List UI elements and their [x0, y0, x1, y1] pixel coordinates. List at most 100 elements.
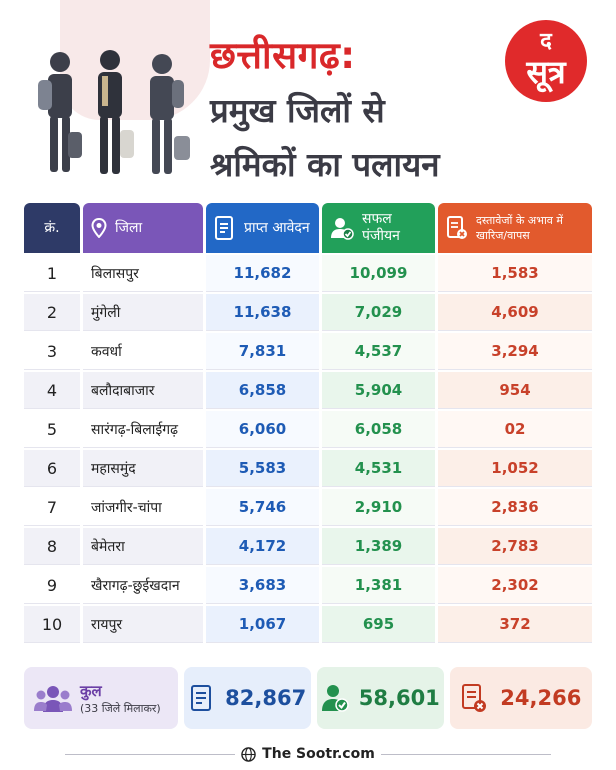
cell-serial: 4: [24, 372, 80, 409]
cell-serial: 2: [24, 294, 80, 331]
document-icon: [191, 685, 212, 711]
header-applications-label: प्राप्त आवेदन: [244, 219, 310, 236]
cell-registered: 4,537: [322, 333, 435, 370]
header-serial-label: क्रं.: [44, 219, 60, 236]
cell-applications: 11,682: [206, 255, 319, 292]
table-row: 5 सारंगढ़-बिलाईगढ़ 6,060 6,058 02: [24, 409, 592, 448]
migrant-workers-illustration: [38, 50, 190, 174]
title-line-2: प्रमुख जिलों से: [210, 91, 385, 130]
cell-district: बिलासपुर: [83, 255, 203, 292]
table-row: 6 महासमुंद 5,583 4,531 1,052: [24, 448, 592, 487]
cell-registered: 1,389: [322, 528, 435, 565]
cell-rejected: 3,294: [438, 333, 592, 370]
cell-applications: 4,172: [206, 528, 319, 565]
title-subtitle: प्रमुख जिलों से श्रमिकों का पलायन: [210, 84, 440, 192]
cell-applications: 6,060: [206, 411, 319, 448]
cell-registered: 4,531: [322, 450, 435, 487]
cell-applications: 6,858: [206, 372, 319, 409]
cell-rejected: 1,583: [438, 255, 592, 292]
location-pin-icon: [91, 218, 107, 238]
cell-applications: 11,638: [206, 294, 319, 331]
cell-rejected: 02: [438, 411, 592, 448]
cell-district: सारंगढ़-बिलाईगढ़: [83, 411, 203, 448]
cell-registered: 6,058: [322, 411, 435, 448]
cell-rejected: 372: [438, 606, 592, 643]
header-applications: प्राप्त आवेदन: [206, 203, 319, 253]
cell-registered: 10,099: [322, 255, 435, 292]
total-applications-box: 82,867: [184, 667, 311, 729]
cell-rejected: 2,836: [438, 489, 592, 526]
cell-applications: 5,746: [206, 489, 319, 526]
cell-district: बेमेतरा: [83, 528, 203, 565]
cell-district: रायपुर: [83, 606, 203, 643]
header-district: जिला: [83, 203, 203, 253]
cell-registered: 7,029: [322, 294, 435, 331]
cell-rejected: 2,302: [438, 567, 592, 604]
table-row: 8 बेमेतरा 4,172 1,389 2,783: [24, 526, 592, 565]
table-header: क्रं. जिला प्राप्त आवेदन: [24, 203, 592, 253]
header-district-label: जिला: [115, 219, 143, 236]
cell-district: बलौदाबाजार: [83, 372, 203, 409]
cell-rejected: 2,783: [438, 528, 592, 565]
cell-district: मुंगेली: [83, 294, 203, 331]
table-row: 7 जांजगीर-चांपा 5,746 2,910 2,836: [24, 487, 592, 526]
header-serial: क्रं.: [24, 203, 80, 253]
cell-serial: 1: [24, 255, 80, 292]
globe-icon: [241, 746, 256, 762]
document-reject-icon: [447, 216, 467, 239]
table-row: 4 बलौदाबाजार 6,858 5,904 954: [24, 370, 592, 409]
cell-registered: 1,381: [322, 567, 435, 604]
cell-registered: 695: [322, 606, 435, 643]
total-label-main: कुल: [80, 681, 102, 700]
cell-rejected: 4,609: [438, 294, 592, 331]
cell-serial: 5: [24, 411, 80, 448]
cell-district: महासमुंद: [83, 450, 203, 487]
migration-table: क्रं. जिला प्राप्त आवेदन: [24, 203, 592, 643]
the-sootr-logo: द सूत्र: [505, 20, 587, 102]
header-registered: सफल पंजीयन: [322, 203, 435, 253]
cell-district: जांजगीर-चांपा: [83, 489, 203, 526]
table-row: 3 कवर्धा 7,831 4,537 3,294: [24, 331, 592, 370]
cell-serial: 7: [24, 489, 80, 526]
document-icon: [215, 216, 233, 240]
title-state: छत्तीसगढ़:: [210, 34, 356, 77]
cell-applications: 5,583: [206, 450, 319, 487]
user-check-icon: [331, 218, 354, 240]
header-rejected: दस्तावेजों के अभाव में खारिज/वापस: [438, 203, 592, 253]
cell-serial: 3: [24, 333, 80, 370]
cell-applications: 3,683: [206, 567, 319, 604]
logo-bottom-text: सूत्र: [526, 53, 566, 91]
table-row: 10 रायपुर 1,067 695 372: [24, 604, 592, 643]
cell-serial: 10: [24, 606, 80, 643]
header-registered-label: सफल पंजीयन: [362, 211, 400, 244]
footer-divider-left: [65, 753, 236, 755]
group-icon: [34, 686, 72, 712]
cell-district: खैरागढ़-छुईखदान: [83, 567, 203, 604]
total-label: कुल (33 जिले मिलाकर): [80, 681, 161, 716]
cell-rejected: 1,052: [438, 450, 592, 487]
table-body: 1 बिलासपुर 11,682 10,099 1,583 2 मुंगेली…: [24, 253, 592, 643]
cell-applications: 7,831: [206, 333, 319, 370]
cell-district: कवर्धा: [83, 333, 203, 370]
footer: The Sootr.com: [0, 744, 616, 764]
total-label-box: कुल (33 जिले मिलाकर): [24, 667, 179, 729]
table-row: 2 मुंगेली 11,638 7,029 4,609: [24, 292, 592, 331]
total-registered-box: 58,601: [316, 667, 444, 729]
cell-serial: 9: [24, 567, 80, 604]
title-line-3: श्रमिकों का पलायन: [210, 145, 440, 184]
cell-registered: 2,910: [322, 489, 435, 526]
header: छत्तीसगढ़: प्रमुख जिलों से श्रमिकों का प…: [0, 0, 616, 195]
total-applications-value: 82,867: [225, 686, 307, 710]
totals-bar: कुल (33 जिले मिलाकर) 82,867 58,601 24,: [24, 667, 592, 729]
cell-rejected: 954: [438, 372, 592, 409]
footer-brand: The Sootr.com: [262, 746, 375, 762]
cell-serial: 6: [24, 450, 80, 487]
cell-serial: 8: [24, 528, 80, 565]
document-reject-icon: [462, 684, 487, 712]
total-rejected-value: 24,266: [500, 686, 582, 710]
table-row: 9 खैरागढ़-छुईखदान 3,683 1,381 2,302: [24, 565, 592, 604]
cell-applications: 1,067: [206, 606, 319, 643]
state-map-silhouette: [60, 0, 210, 120]
header-rejected-label: दस्तावेजों के अभाव में खारिज/वापस: [476, 214, 563, 242]
total-rejected-box: 24,266: [449, 667, 592, 729]
